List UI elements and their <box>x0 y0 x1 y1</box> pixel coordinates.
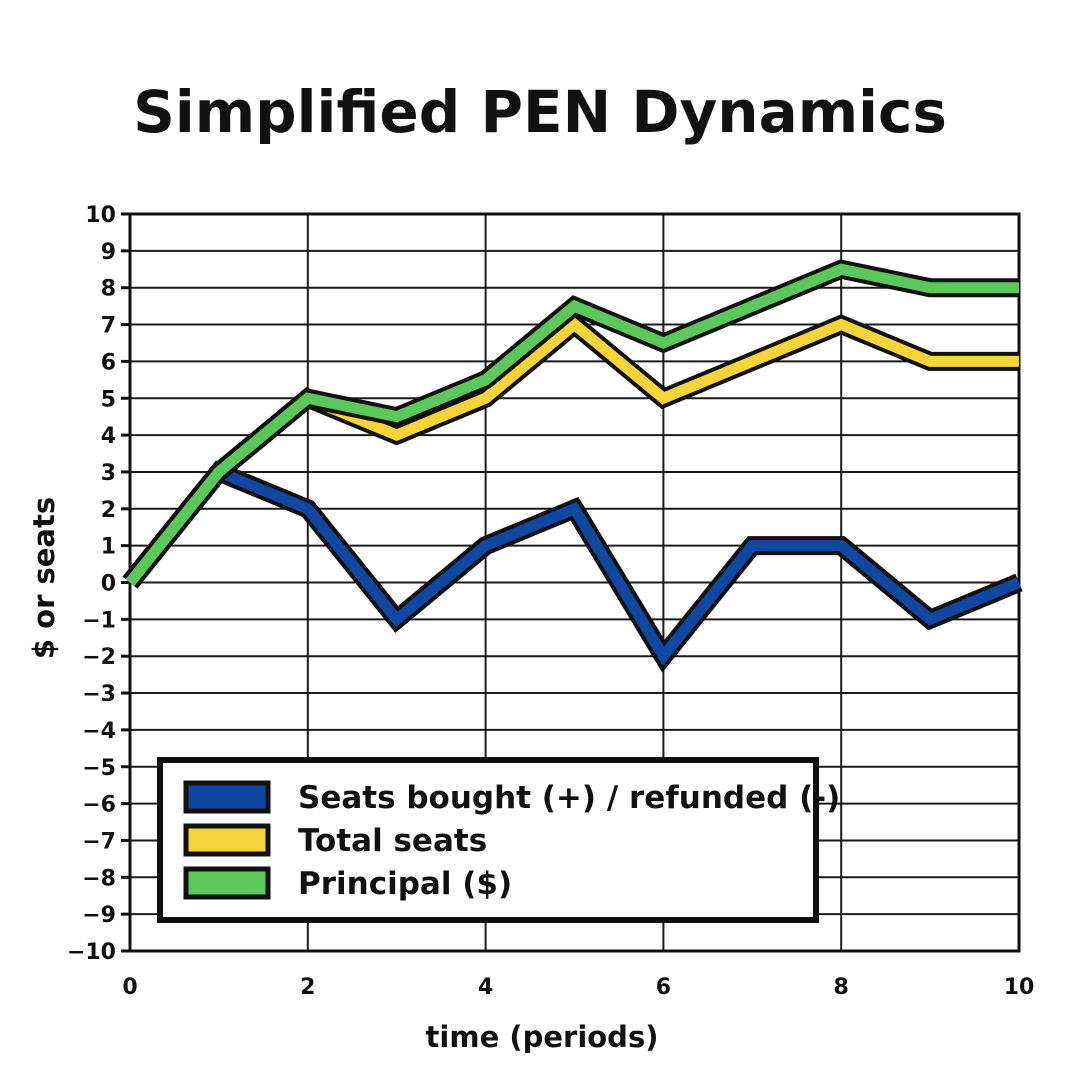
y-tick-label: −6 <box>82 793 116 818</box>
series-line-outline-total-seats <box>122 312 1019 589</box>
y-tick-label: −8 <box>82 866 116 891</box>
y-tick-label: 8 <box>101 277 116 302</box>
y-tick-label: −5 <box>82 756 116 781</box>
x-tick-label: 6 <box>656 975 671 1000</box>
chart-title: Simplified PEN Dynamics <box>133 78 947 146</box>
y-axis-label: $ or seats <box>27 497 61 659</box>
y-tick-label: −1 <box>82 608 116 633</box>
y-tick-label: 4 <box>101 424 116 449</box>
legend-swatch-principal <box>183 866 271 900</box>
series-line-outline-seats-bought-refunded <box>122 460 1023 673</box>
x-tick-label: 8 <box>834 975 849 1000</box>
legend-label-total-seats: Total seats <box>298 823 487 859</box>
y-tick-label: 3 <box>101 461 116 486</box>
y-tick-label: 6 <box>101 350 116 375</box>
y-tick-label: −9 <box>82 903 116 928</box>
y-tick-label: −4 <box>82 719 116 744</box>
x-tick-label: 0 <box>122 975 137 1000</box>
x-tick-label: 4 <box>478 975 493 1000</box>
y-tick-label: 5 <box>101 387 116 412</box>
y-tick-label: −2 <box>82 645 116 670</box>
legend-swatch-total-seats <box>183 823 271 857</box>
series-lines <box>122 259 1023 673</box>
legend: Seats bought (+) / refunded (-) Total sea… <box>157 757 840 923</box>
series-line-total-seats <box>125 317 1019 586</box>
x-tick-label: 2 <box>300 975 315 1000</box>
y-tick-label: −3 <box>82 682 116 707</box>
y-tick-label: 7 <box>101 314 116 339</box>
legend-label-principal: Principal ($) <box>298 866 512 902</box>
legend-label-seats-bought-refunded: Seats bought (+) / refunded (-) <box>298 780 840 816</box>
x-axis-label: time (periods) <box>426 1020 659 1054</box>
y-tick-label: 2 <box>101 498 116 523</box>
series-line-principal <box>125 263 1019 586</box>
y-tick-label: 10 <box>85 203 116 228</box>
y-tick-label: −7 <box>82 829 116 854</box>
legend-swatch-seats-bought-refunded <box>183 780 271 814</box>
y-tick-label: 1 <box>101 535 116 560</box>
x-tick-label: 10 <box>1004 975 1035 1000</box>
series-line-seats-bought-refunded <box>125 465 1022 666</box>
y-tick-label: −10 <box>67 940 116 965</box>
y-tick-label: 0 <box>101 572 116 597</box>
series-line-outline-principal <box>122 259 1019 589</box>
y-tick-label: 9 <box>101 240 116 265</box>
